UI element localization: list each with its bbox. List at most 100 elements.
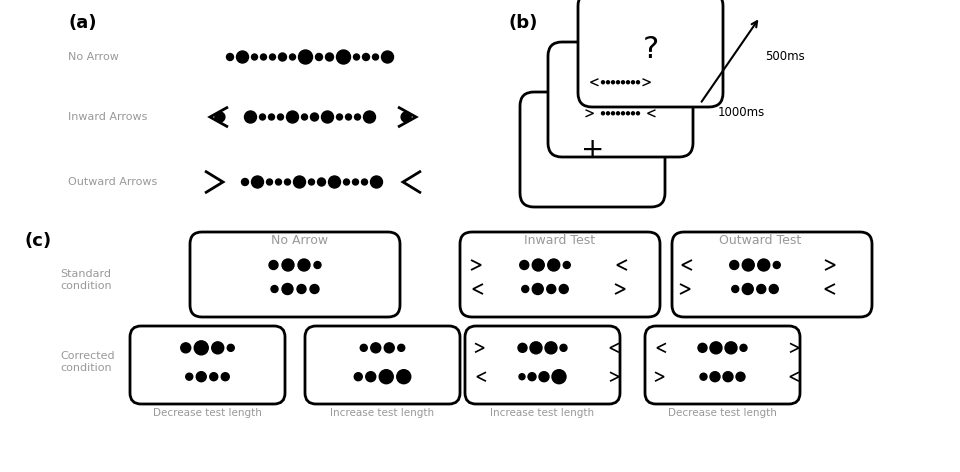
FancyBboxPatch shape <box>190 232 400 317</box>
Circle shape <box>236 51 249 63</box>
Circle shape <box>282 284 293 295</box>
Circle shape <box>530 342 542 354</box>
Circle shape <box>616 81 619 84</box>
Circle shape <box>228 345 234 351</box>
Circle shape <box>612 81 614 84</box>
Text: (c): (c) <box>25 232 52 250</box>
FancyBboxPatch shape <box>645 326 800 404</box>
Circle shape <box>552 370 566 384</box>
Circle shape <box>732 286 739 293</box>
FancyBboxPatch shape <box>460 232 660 317</box>
Circle shape <box>196 372 206 382</box>
Circle shape <box>352 179 358 185</box>
Text: Increase test length: Increase test length <box>491 408 594 418</box>
Circle shape <box>725 342 737 354</box>
Circle shape <box>627 112 630 115</box>
FancyBboxPatch shape <box>305 326 460 404</box>
Circle shape <box>632 81 635 84</box>
Text: No Arrow: No Arrow <box>68 52 119 62</box>
Circle shape <box>560 285 568 294</box>
Circle shape <box>221 373 229 381</box>
Circle shape <box>396 370 411 384</box>
Circle shape <box>528 373 536 381</box>
Circle shape <box>519 261 529 270</box>
Circle shape <box>397 345 405 351</box>
Circle shape <box>547 285 556 294</box>
Circle shape <box>372 54 378 60</box>
Text: (a): (a) <box>68 14 97 32</box>
Circle shape <box>730 261 739 270</box>
Circle shape <box>360 345 368 351</box>
Circle shape <box>532 284 543 295</box>
Circle shape <box>363 53 370 60</box>
Circle shape <box>773 261 780 269</box>
Circle shape <box>371 343 381 353</box>
Circle shape <box>366 372 375 382</box>
Circle shape <box>736 372 745 381</box>
Circle shape <box>259 114 266 120</box>
Circle shape <box>328 176 341 188</box>
Circle shape <box>346 114 351 120</box>
Text: Corrected
condition: Corrected condition <box>60 351 114 373</box>
Circle shape <box>294 176 305 188</box>
Circle shape <box>769 285 779 294</box>
Circle shape <box>632 112 635 115</box>
Circle shape <box>740 345 747 351</box>
FancyBboxPatch shape <box>130 326 285 404</box>
Circle shape <box>308 179 315 185</box>
Text: Outward Test: Outward Test <box>719 234 802 247</box>
Circle shape <box>401 112 411 122</box>
Circle shape <box>245 111 256 123</box>
Circle shape <box>180 343 191 353</box>
Circle shape <box>548 259 560 271</box>
Circle shape <box>310 285 319 294</box>
Text: Standard
condition: Standard condition <box>60 269 111 291</box>
Circle shape <box>353 54 359 60</box>
Circle shape <box>252 176 263 188</box>
Circle shape <box>636 112 639 115</box>
Circle shape <box>344 179 349 185</box>
FancyBboxPatch shape <box>465 326 620 404</box>
Circle shape <box>612 112 614 115</box>
Circle shape <box>290 54 296 60</box>
Circle shape <box>698 343 707 352</box>
Circle shape <box>364 111 375 123</box>
Circle shape <box>301 114 307 120</box>
Circle shape <box>519 374 525 379</box>
Circle shape <box>277 114 283 120</box>
Text: Inward Arrows: Inward Arrows <box>68 112 148 122</box>
Text: Inward Test: Inward Test <box>524 234 595 247</box>
Circle shape <box>756 285 766 294</box>
Circle shape <box>318 178 325 186</box>
FancyBboxPatch shape <box>520 92 665 207</box>
Text: +: + <box>581 135 604 163</box>
Circle shape <box>354 373 362 381</box>
Circle shape <box>564 261 570 269</box>
Circle shape <box>269 261 278 270</box>
Text: Decrease test length: Decrease test length <box>153 408 262 418</box>
Circle shape <box>371 176 382 188</box>
Text: (b): (b) <box>508 14 538 32</box>
Circle shape <box>710 342 722 354</box>
Text: Increase test length: Increase test length <box>330 408 435 418</box>
FancyBboxPatch shape <box>548 42 693 157</box>
Circle shape <box>636 81 639 84</box>
Circle shape <box>627 81 630 84</box>
Circle shape <box>284 179 291 185</box>
Circle shape <box>337 114 343 120</box>
Circle shape <box>314 261 321 269</box>
Circle shape <box>532 259 544 271</box>
Circle shape <box>602 81 605 84</box>
Circle shape <box>381 51 394 63</box>
Circle shape <box>270 54 276 60</box>
Text: ?: ? <box>642 35 659 64</box>
Circle shape <box>212 342 224 354</box>
Circle shape <box>278 53 286 61</box>
Circle shape <box>322 111 333 123</box>
Circle shape <box>757 259 770 271</box>
Circle shape <box>521 286 529 293</box>
Circle shape <box>354 114 361 120</box>
Circle shape <box>379 370 394 384</box>
Circle shape <box>602 112 605 115</box>
Circle shape <box>269 114 275 120</box>
